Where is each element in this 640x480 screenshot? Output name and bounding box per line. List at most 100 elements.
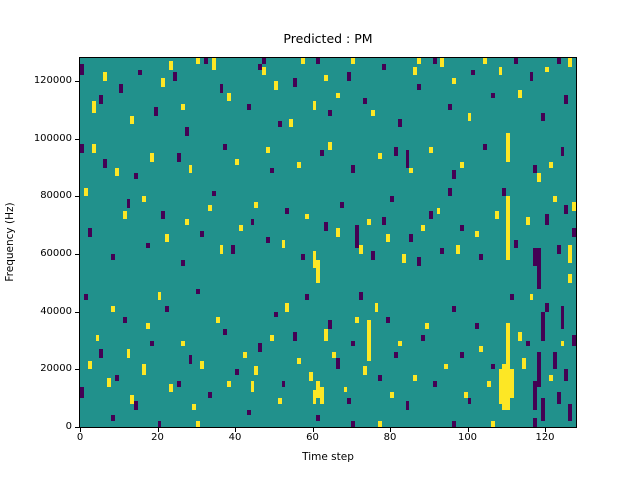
heatmap-cell [169,60,173,70]
heatmap-cell [428,210,433,220]
heatmap-cell [463,392,468,399]
heatmap-cell [564,369,569,381]
heatmap-cell [118,83,123,93]
heatmap-cell [300,254,305,260]
heatmap-cell [122,210,127,220]
heatmap-cell [99,349,104,358]
heatmap-cell [572,228,576,237]
heatmap-cell [246,409,251,416]
heatmap-cell [366,320,371,361]
heatmap-cell [564,95,569,105]
heatmap-cell [386,233,390,243]
heatmap-cell [316,259,321,283]
heatmap-cell [289,118,294,128]
x-tick-label: 20 [151,432,164,443]
heatmap-cell [80,63,84,76]
heatmap-cell [219,245,224,255]
heatmap-cell [161,210,166,220]
heatmap-cell [572,202,576,211]
heatmap-cell [355,225,359,249]
heatmap-cell [421,225,425,231]
heatmap-cell [149,153,154,162]
heatmap-cell [556,392,561,404]
heatmap-cell [126,349,131,358]
heatmap-cell [436,207,441,214]
x-tick-mark [80,428,81,432]
heatmap-cell [467,398,472,404]
heatmap-cell [490,363,495,370]
heatmap-cell [111,415,115,422]
x-tick-mark [467,428,469,432]
heatmap-cell [452,305,456,312]
heatmap-cell [335,357,340,370]
y-tick-label: 20000 [40,363,72,375]
heatmap-cell [541,398,545,422]
heatmap-cell [83,187,88,197]
heatmap-cell [111,254,115,260]
heatmap-cell [130,115,135,125]
heatmap-cell [188,164,193,174]
heatmap-cell [541,311,545,341]
heatmap-cell [231,245,235,255]
heatmap-cell [207,205,212,211]
heatmap-cell [351,164,356,174]
heatmap-cell [316,380,321,399]
heatmap-cell [351,421,356,427]
x-tick-mark [312,428,314,432]
heatmap-cell [316,58,321,64]
heatmap-cell [370,109,375,116]
heatmap-cell [87,228,92,237]
x-tick-label: 0 [76,432,84,443]
heatmap-cell [498,66,503,76]
heatmap-cell [269,167,274,174]
heatmap-cell [250,380,255,393]
heatmap-cell [235,158,239,165]
heatmap-cell [359,291,363,301]
heatmap-cell [161,78,166,87]
heatmap-cell [390,392,394,399]
heatmap-cell [537,248,542,289]
heatmap-cell [95,334,100,341]
heatmap-cell [107,377,111,387]
heatmap-cell [545,66,549,73]
heatmap-cell [258,343,263,353]
y-tick-mark [75,427,79,428]
heatmap-cell [506,196,511,260]
heatmap-cell [324,75,328,82]
y-tick-label: 120000 [33,75,72,87]
heatmap-cell [200,230,204,237]
heatmap-cell [320,150,325,157]
heatmap-cell [502,187,507,197]
y-tick-label: 40000 [40,305,72,317]
heatmap-cell [413,375,418,381]
x-tick-label: 60 [306,432,319,443]
heatmap-cell [335,92,340,99]
y-tick-mark [75,196,79,198]
heatmap-cell [300,58,305,64]
heatmap-cell [502,363,507,410]
heatmap-cell [339,202,344,208]
heatmap-cell [211,190,216,197]
heatmap-cell [153,107,158,116]
x-tick-mark [390,428,391,432]
y-tick-mark [75,311,79,313]
heatmap-cell [444,363,449,370]
heatmap-cell [246,104,251,110]
heatmap-cell [126,199,131,208]
heatmap-cell [211,58,216,70]
heatmap-cell [370,251,375,260]
heatmap-cell [529,294,534,301]
heatmap-cell [490,421,495,427]
heatmap-cell [432,380,437,387]
y-tick-mark [75,138,79,140]
heatmap-cell [568,403,573,422]
heatmap-cell [506,132,511,162]
heatmap-cell [145,242,150,249]
heatmap-cell [452,170,456,180]
heatmap-cell [417,58,421,64]
heatmap-cell [223,144,228,151]
heatmap-cell [176,153,181,162]
heatmap-cell [347,72,352,82]
heatmap-cell [545,213,549,226]
